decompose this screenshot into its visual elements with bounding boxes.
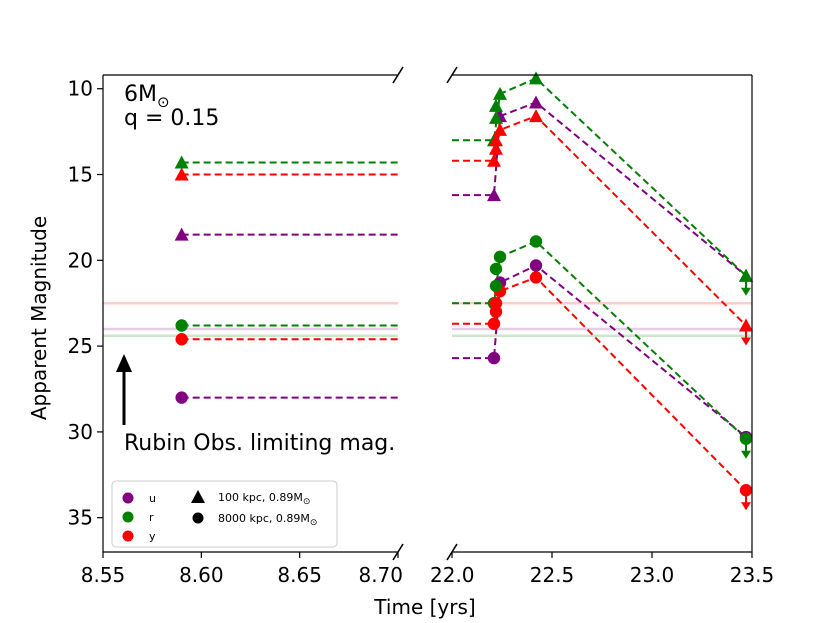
axes-frames	[102, 66, 753, 561]
point-right-u-100kpc-0	[487, 188, 501, 202]
point-right-y-8000kpc-0	[487, 317, 501, 330]
series-line-right-y-8000kpc	[452, 276, 747, 491]
point-right-r-8000kpc-1	[493, 250, 507, 264]
x-tick-label-left: 8.65	[277, 563, 322, 587]
point-left-y-100kpc	[174, 167, 189, 181]
series-line-right-u-100kpc	[452, 101, 747, 277]
rise-point-2-0	[489, 279, 503, 293]
rise-point-1-0	[489, 141, 503, 155]
upper-limit-arrow-r-8000kpc	[741, 438, 751, 459]
y-tick-label: 30	[68, 420, 93, 444]
q-annotation: q = 0.15	[124, 106, 219, 131]
mass-text: 6M	[124, 82, 157, 107]
rise-point-0-0	[489, 110, 503, 124]
limiting-mag-arrow	[116, 354, 132, 425]
y-tick-label: 20	[68, 248, 93, 272]
y-tick-label: 10	[68, 77, 93, 101]
rise-point-3-0	[489, 305, 503, 318]
series-lines	[181, 77, 747, 491]
legend-label-circle: 8000 kpc, 0.89M⊙	[218, 512, 317, 528]
x-tick-label-left: 8.55	[81, 563, 126, 587]
point-right-y-100kpc-1	[493, 122, 507, 136]
x-tick-label-left: 8.70	[358, 563, 403, 587]
solar-symbol: ⊙	[157, 93, 170, 111]
point-right-u-8000kpc-2	[529, 259, 543, 272]
legend-box	[111, 480, 338, 548]
rise-point-3-1	[489, 297, 503, 310]
point-right-y-100kpc-3	[739, 318, 753, 332]
point-right-r-8000kpc-3	[739, 432, 753, 445]
legend-solar-symbol: ⊙	[310, 518, 318, 528]
point-right-u-8000kpc-0	[487, 351, 501, 365]
point-right-y-100kpc-2	[529, 109, 543, 123]
limiting-mag-label: Rubin Obs. limiting mag.	[124, 431, 395, 456]
series-line-right-u-8000kpc	[452, 264, 747, 438]
x-tick-label-right: 22.5	[530, 563, 575, 587]
point-right-y-100kpc-0	[487, 153, 501, 167]
legend-swatch-y	[122, 530, 134, 542]
y-tick-label: 35	[68, 506, 93, 530]
y-tick-label: 15	[68, 163, 93, 187]
x-axis-label: Time [yrs]	[373, 595, 475, 619]
x-tick-label-right: 23.0	[630, 563, 675, 587]
upper-limit-arrow-y-100kpc	[741, 325, 751, 346]
axis-break-mark	[392, 66, 404, 84]
y-tick-label: 25	[68, 334, 93, 358]
point-right-r-100kpc-3	[739, 268, 753, 282]
rise-point-0-1	[489, 98, 503, 112]
legend-label-r: r	[149, 511, 154, 524]
limiting-magnitude-lines	[103, 301, 752, 338]
point-left-r-100kpc	[174, 155, 189, 169]
point-right-r-8000kpc-2	[529, 235, 543, 248]
point-right-y-8000kpc-2	[529, 271, 543, 284]
point-left-y-8000kpc	[175, 333, 188, 346]
point-right-r-100kpc-2	[529, 71, 543, 85]
mass-annotation: 6M⊙	[124, 82, 170, 111]
arrow-head	[116, 354, 132, 372]
legend: ury 100 kpc, 0.89M⊙ 8000 kpc, 0.89M⊙	[111, 480, 338, 548]
data-markers	[174, 71, 753, 511]
axis-ticks: 10 15 20 25 30 35 8.55 8.60 8.65 8.70 22.0 22.5 23.0…	[68, 77, 775, 587]
rise-point-2-1	[489, 262, 503, 276]
x-tick-label-right: 22.0	[430, 563, 475, 587]
rise-point-1-1	[489, 133, 503, 147]
legend-swatch-r	[122, 511, 134, 523]
legend-label-y: y	[149, 530, 156, 543]
legend-solar-symbol: ⊙	[303, 497, 311, 507]
axis-break-mark	[446, 66, 458, 84]
point-right-u-100kpc-2	[529, 95, 543, 109]
point-left-r-8000kpc	[175, 319, 188, 332]
legend-marker-triangle	[191, 490, 205, 503]
x-tick-label-right: 23.5	[730, 563, 775, 587]
point-right-r-100kpc-1	[493, 86, 507, 100]
point-left-u-100kpc	[174, 227, 189, 241]
legend-label-triangle: 100 kpc, 0.89M⊙	[218, 491, 310, 507]
legend-label-u: u	[149, 492, 156, 505]
y-axis-label: Apparent Magnitude	[27, 216, 51, 420]
point-left-u-8000kpc	[175, 391, 188, 404]
upper-limit-arrow-r-100kpc	[741, 275, 751, 296]
legend-marker-circle	[192, 512, 204, 524]
series-line-right-y-100kpc	[452, 115, 747, 327]
legend-swatch-u	[122, 492, 134, 504]
x-tick-label-left: 8.60	[179, 563, 224, 587]
upper-limit-arrow-y-8000kpc	[741, 490, 751, 511]
